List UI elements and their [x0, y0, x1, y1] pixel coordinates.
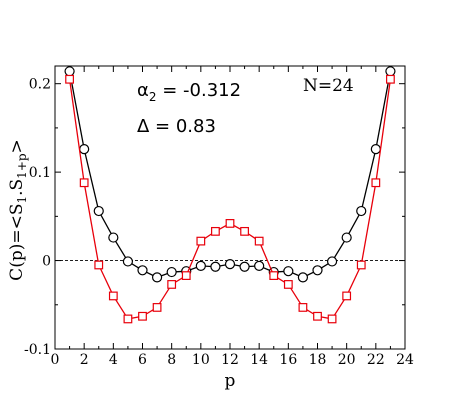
- data-point: [196, 236, 206, 246]
- data-point: [297, 272, 309, 283]
- data-point: [356, 260, 366, 270]
- x-tick-label: 8: [167, 352, 176, 368]
- x-tick-label: 6: [138, 352, 147, 368]
- data-point: [79, 178, 89, 188]
- data-point: [210, 261, 221, 272]
- series-1: [65, 74, 395, 324]
- data-point: [239, 261, 250, 272]
- x-tick-label: 20: [338, 352, 356, 368]
- alpha-annotation: α2 = -0.312: [137, 80, 241, 104]
- data-point: [341, 232, 352, 243]
- data-point: [151, 272, 163, 283]
- y-tick-label: 0.1: [29, 165, 51, 181]
- data-point: [269, 271, 279, 280]
- data-point: [181, 271, 191, 280]
- data-point: [137, 265, 148, 276]
- data-point: [254, 236, 264, 246]
- data-point: [240, 226, 249, 236]
- data-point: [283, 266, 294, 277]
- x-tick-label: 24: [396, 352, 414, 368]
- x-tick-label: 4: [109, 352, 118, 368]
- n-annotation: N=24: [303, 76, 354, 96]
- x-axis-label: p: [225, 371, 236, 391]
- series-line: [68, 79, 392, 320]
- data-point: [342, 291, 352, 301]
- x-tick-label: 18: [309, 352, 327, 368]
- x-tick-label: 12: [221, 352, 239, 368]
- delta-annotation: Δ = 0.83: [137, 116, 216, 137]
- data-point: [385, 66, 396, 77]
- x-tick-label: 0: [51, 352, 60, 368]
- y-tick-label: -0.1: [24, 342, 51, 358]
- data-point: [93, 205, 104, 217]
- y-tick-label: 0: [42, 254, 51, 270]
- plot-area: [55, 66, 405, 324]
- data-point: [166, 266, 177, 278]
- data-point: [122, 256, 134, 267]
- data-point: [327, 314, 337, 324]
- data-point: [211, 226, 220, 236]
- series-line: [68, 71, 392, 279]
- x-tick-label: 14: [250, 352, 268, 368]
- data-point: [64, 66, 75, 77]
- data-point: [313, 311, 322, 321]
- data-point: [123, 314, 133, 324]
- data-point: [298, 303, 308, 312]
- data-point: [152, 303, 162, 312]
- data-point: [94, 260, 104, 270]
- data-point: [108, 232, 119, 243]
- y-axis-label: C(p)=<S1.S1+p>: [7, 139, 29, 281]
- series-0: [64, 66, 396, 283]
- data-point: [283, 280, 293, 289]
- data-point: [386, 74, 395, 84]
- x-tick-label: 22: [367, 352, 385, 368]
- x-tick-label: 2: [80, 352, 89, 368]
- x-tick-label: 16: [279, 352, 297, 368]
- data-point: [225, 219, 235, 228]
- data-point: [65, 74, 74, 84]
- data-point: [138, 311, 147, 321]
- data-point: [167, 280, 177, 289]
- plot-frame: [54, 65, 406, 350]
- data-point: [195, 260, 206, 271]
- data-point: [356, 205, 367, 217]
- data-point: [326, 256, 338, 267]
- data-point: [370, 144, 381, 155]
- y-tick-label: 0.2: [29, 77, 51, 93]
- data-point: [371, 178, 381, 188]
- data-point: [224, 259, 236, 270]
- axes: 0 2 4 6 8 10 12 14 16 18 20 22 24-0.100.10.2: [24, 65, 414, 368]
- data-point: [312, 265, 323, 276]
- data-point: [79, 144, 90, 155]
- data-point: [254, 260, 265, 271]
- x-tick-label: 10: [192, 352, 210, 368]
- data-point: [108, 291, 118, 301]
